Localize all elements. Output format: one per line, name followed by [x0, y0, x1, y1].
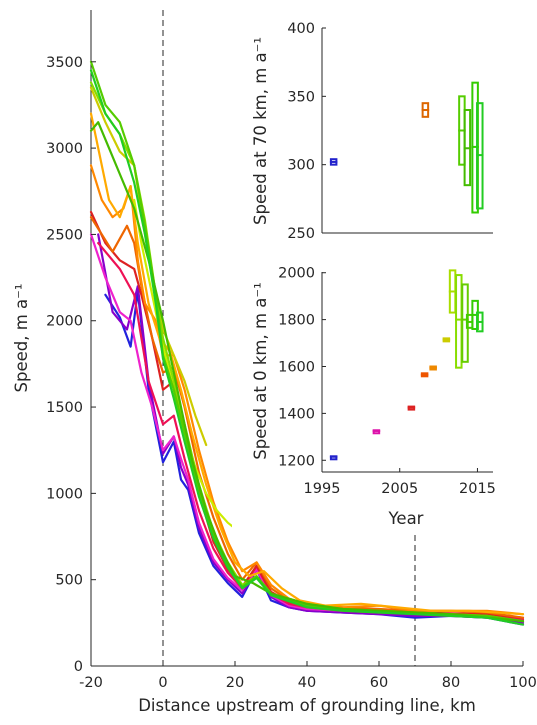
- inset2-x-tick-label-1: 2005: [381, 481, 418, 497]
- x-tick-label-0: -20: [79, 675, 103, 691]
- inset1-y-axis-label: Speed at 70 km, m a⁻¹: [251, 37, 270, 225]
- x-tick-label-5: 80: [442, 675, 460, 691]
- inset2-x-axis-label: Year: [388, 509, 424, 528]
- inset1-y-tick-label-1: 300: [287, 158, 315, 174]
- inset-speed-70km: 250 300 350 400 Speed at 70 km, m a⁻¹: [232, 10, 532, 247]
- y-tick-label-6: 3000: [46, 141, 83, 157]
- x-tick-label-1: 0: [158, 675, 167, 691]
- x-tick-label-3: 40: [298, 675, 316, 691]
- series-line-1: [97, 233, 525, 624]
- inset1-y-tick-label-0: 250: [287, 226, 315, 242]
- x-tick-label-6: 100: [509, 675, 537, 691]
- y-tick-label-3: 1500: [46, 400, 83, 416]
- series-line-5: [89, 216, 525, 619]
- main-y-axis-label: Speed, m a⁻¹: [12, 284, 31, 393]
- y-tick-label-4: 2000: [46, 314, 83, 330]
- inset2-y-tick-label-4: 2000: [278, 266, 315, 282]
- inset1-y-tick-label-2: 350: [287, 89, 315, 105]
- y-tick-label-2: 1000: [46, 486, 83, 502]
- inset2-y-tick-label-1: 1400: [278, 406, 315, 422]
- series-line-13: [89, 69, 525, 626]
- inset2-y-axis-label: Speed at 0 km, m a⁻¹: [251, 282, 270, 459]
- y-tick-label-1: 500: [55, 573, 83, 589]
- inset2-y-tick-label-2: 1600: [278, 360, 315, 376]
- main-x-axis-label: Distance upstream of grounding line, km: [138, 696, 476, 715]
- inset1-y-tick-label-3: 400: [287, 21, 315, 37]
- inset2-y-tick-label-3: 1800: [278, 313, 315, 329]
- inset2-x-tick-label-0: 1995: [304, 481, 341, 497]
- x-tick-label-4: 60: [370, 675, 388, 691]
- inset2-y-tick-label-0: 1200: [278, 453, 315, 469]
- main-chart: -20 0 20 40 60 80 100 050010001500200025003000…: [12, 10, 537, 715]
- inset2-x-tick-label-2: 2015: [459, 481, 496, 497]
- inset-speed-0km: 1200 1400 1600 1800 2000 1995 2005 2015 Year S…: [232, 256, 532, 534]
- series-line-12: [89, 121, 525, 623]
- y-tick-label-7: 3500: [46, 55, 83, 71]
- y-tick-label-5: 2500: [46, 227, 83, 243]
- x-tick-label-2: 20: [226, 675, 244, 691]
- y-tick-label-0: 0: [74, 659, 83, 675]
